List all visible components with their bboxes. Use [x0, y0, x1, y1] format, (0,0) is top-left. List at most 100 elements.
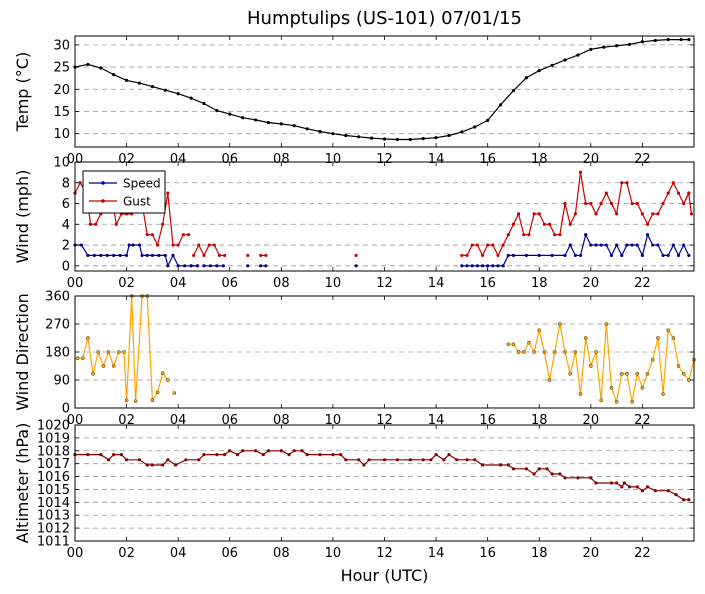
temp-xtick-label: 06	[221, 152, 238, 167]
speed-series-point	[666, 253, 670, 258]
direction-series-point	[172, 391, 177, 395]
direction-series-point	[604, 322, 609, 326]
altimeter-series-point	[279, 449, 283, 453]
temp-series-point	[486, 118, 490, 122]
chart-title: Humptulips (US-101) 07/01/15	[247, 8, 522, 29]
wind-xtick-label: 16	[479, 276, 496, 291]
speed-series-point	[589, 243, 593, 247]
wind-legend: Speed Gust	[82, 170, 166, 214]
direction-series-point	[578, 392, 583, 396]
gust-series-point	[671, 181, 675, 185]
temp-series-point	[653, 38, 657, 43]
temp-ytick-label: 10	[53, 127, 70, 142]
altimeter-series-point	[287, 453, 291, 457]
altimeter-series-point	[222, 453, 227, 457]
wind-ytick-label: 4	[62, 218, 70, 233]
direction-series-point	[599, 398, 604, 403]
direction-series-point	[666, 328, 671, 333]
altimeter-series-point	[563, 476, 567, 480]
wind-xtick-label: 10	[325, 276, 342, 291]
speed-series-point	[475, 264, 479, 268]
altimeter-series-point	[197, 458, 201, 462]
gust-series-point	[114, 222, 118, 226]
direction-xtick-label: 18	[531, 413, 548, 428]
altimeter-series-point	[666, 489, 670, 493]
gust-series-point	[181, 233, 185, 237]
temp-xtick-label: 14	[428, 152, 445, 167]
altimeter-series-point	[173, 463, 178, 467]
speed-series-point	[671, 243, 675, 247]
temp-series-point	[473, 125, 477, 129]
direction-series-point	[155, 390, 160, 395]
wind-xtick-label: 12	[376, 276, 393, 291]
direction-series-point	[101, 364, 106, 368]
gust-series-point	[645, 222, 650, 226]
temp-series-point	[550, 63, 554, 67]
temp-ytick-label: 15	[53, 105, 70, 120]
wind-xtick-label: 04	[170, 276, 187, 291]
temp-xtick-label: 04	[170, 152, 187, 167]
altimeter-series-point	[253, 449, 258, 453]
speed-series-point	[604, 243, 608, 247]
altimeter-series-point	[537, 467, 541, 471]
temp-series-point	[576, 53, 580, 57]
temp-series-point	[434, 136, 438, 140]
speed-series-point	[578, 253, 583, 258]
altimeter-series-point	[344, 458, 348, 462]
altimeter-series-point	[524, 467, 528, 471]
speed-series-point	[460, 264, 464, 268]
gust-series-point	[522, 233, 526, 237]
speed-series-point	[599, 243, 603, 247]
altimeter-series-point	[558, 472, 562, 476]
gust-series-point	[465, 253, 469, 258]
temp-series-point	[305, 127, 309, 131]
gust-series-point	[491, 243, 495, 247]
speed-series-point	[630, 243, 634, 247]
gust-series-point	[563, 201, 567, 206]
speed-series-point	[506, 253, 510, 258]
temp-series-point	[511, 89, 516, 93]
direction-series-point	[106, 350, 111, 354]
wind-xtick-label: 18	[531, 276, 548, 291]
gust-series-point	[171, 243, 175, 247]
temp-series-point	[318, 129, 322, 134]
altimeter-series-point	[86, 453, 90, 457]
altimeter-series-point	[447, 453, 451, 457]
altimeter-series-point	[442, 458, 446, 462]
temp-series-point	[150, 85, 154, 89]
speed-series-point	[524, 253, 528, 258]
wind-xtick-label: 22	[634, 276, 651, 291]
gust-series-point	[212, 243, 216, 247]
altimeter-series-point	[674, 493, 678, 497]
wind-xtick-label: 06	[221, 276, 238, 291]
direction-xtick-label: 02	[118, 413, 135, 428]
gust-series-point	[480, 253, 485, 258]
direction-series-point	[80, 356, 85, 361]
temp-series-point	[176, 92, 180, 96]
temp-xtick-label: 18	[531, 152, 548, 167]
direction-series-point	[552, 350, 557, 354]
speed-series-point	[99, 253, 103, 258]
gust-series-point	[78, 181, 82, 185]
direction-series-point	[614, 399, 619, 404]
direction-ytick-label: 0	[62, 402, 70, 417]
gust-series-point	[568, 222, 572, 226]
altimeter-series-point	[137, 458, 142, 462]
gust-series-point	[259, 253, 263, 258]
altimeter-series-point	[395, 458, 399, 462]
wind-y-axis-label: Wind (mph)	[13, 170, 32, 264]
temp-series-point	[589, 47, 593, 51]
temp-series-point	[266, 120, 271, 125]
altimeter-ytick-label: 1018	[37, 444, 70, 459]
direction-series-point	[558, 322, 562, 326]
wind-ytick-label: 0	[62, 259, 70, 274]
gust-series-point	[689, 212, 694, 216]
direction-xtick-label: 04	[170, 413, 187, 428]
direction-series-point	[563, 350, 567, 354]
wind-ytick-label: 8	[62, 176, 70, 191]
speed-series-point	[501, 264, 505, 268]
legend-marker-gust	[101, 199, 105, 203]
speed-series-point	[573, 253, 577, 258]
altimeter-series-point	[421, 458, 425, 462]
altimeter-ytick-label: 1017	[37, 457, 70, 472]
